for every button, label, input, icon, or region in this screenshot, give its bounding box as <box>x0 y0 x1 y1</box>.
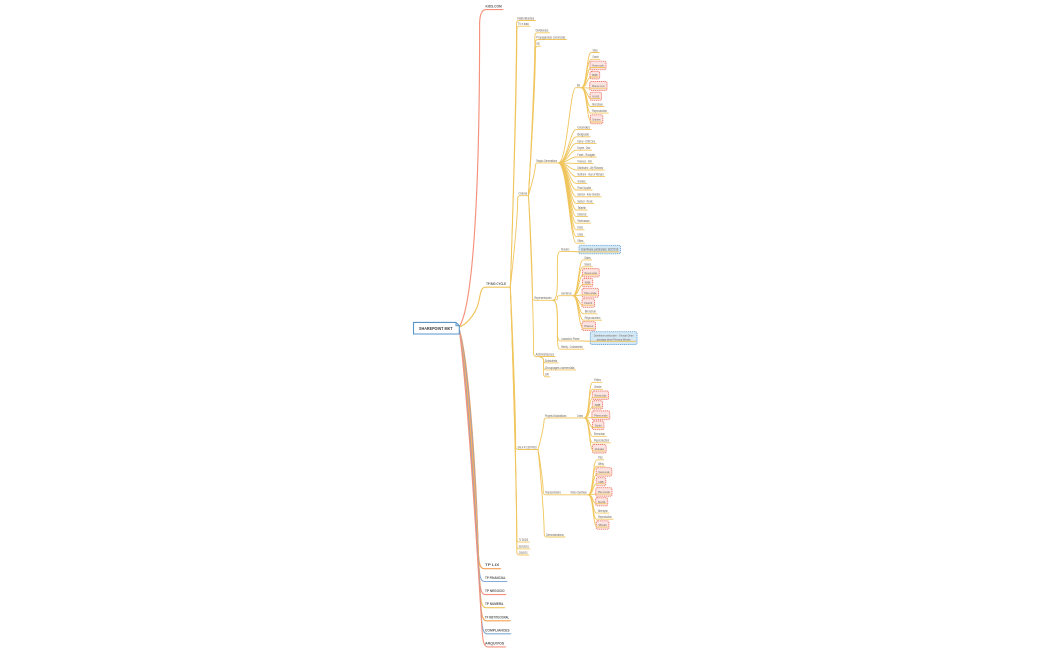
svg-text:Weekly - Contramentes: Weekly - Contramentes <box>561 345 583 349</box>
svg-text:Rechmanaka: Rechmanaka <box>577 219 589 223</box>
svg-text:Photo Supplies: Photo Supplies <box>577 186 591 190</box>
svg-text:Frank - Routgate: Frank - Routgate <box>577 153 595 157</box>
svg-text:TP NUMERA: TP NUMERA <box>485 602 504 606</box>
svg-text:Telarfin: Telarfin <box>577 206 586 210</box>
svg-text:Brenchane: Brenchane <box>592 102 603 106</box>
svg-text:SR: SR <box>545 373 550 377</box>
svg-text:Gates: Gates <box>584 256 591 260</box>
svg-text:Renew ande: Renew ande <box>592 64 604 68</box>
svg-text:Nynbi: Nynbi <box>595 424 602 428</box>
svg-text:TP INSTITUCIONAL: TP INSTITUCIONAL <box>485 615 510 619</box>
svg-text:TP LIX: TP LIX <box>485 563 500 567</box>
svg-text:Grandes: Grandes <box>577 125 590 129</box>
svg-text:Northern - Year of Richard: Northern - Year of Richard <box>577 173 603 177</box>
svg-text:SR: SR <box>536 42 540 46</box>
svg-text:NIB: NIB <box>595 403 601 407</box>
svg-text:TP FINANCIAL: TP FINANCIAL <box>485 576 506 580</box>
svg-text:Ghandes: Ghandes <box>595 447 605 451</box>
svg-text:Reproduction: Reproduction <box>592 109 607 113</box>
svg-text:SPACES: SPACES <box>598 523 606 527</box>
svg-text:Planes: Planes <box>584 324 593 328</box>
svg-text:Darios: Darios <box>577 226 583 230</box>
svg-text:REPORTES: REPORTES <box>519 545 529 549</box>
svg-text:Dividendos: Dividendos <box>536 29 549 33</box>
svg-text:TP BIG CYCLE: TP BIG CYCLE <box>486 282 506 286</box>
svg-text:NIB: NIB <box>585 281 591 285</box>
svg-text:Brennyan: Brennyan <box>598 509 608 513</box>
svg-text:Crebes: Crebes <box>577 414 583 418</box>
svg-text:Felies: Felies <box>594 378 601 382</box>
svg-text:Sanes: Sanes <box>584 263 591 267</box>
svg-text:Lowands to Piense: Lowands to Piense <box>561 337 580 341</box>
svg-text:Offices: Offices <box>577 239 583 243</box>
svg-text:TP NEGOCIO: TP NEGOCIO <box>485 589 505 593</box>
svg-text:Renders: Renders <box>561 247 570 251</box>
svg-text:Reproduction: Reproduction <box>585 316 601 320</box>
svg-text:Administracoes: Administracoes <box>536 352 555 356</box>
svg-text:Natividades: Natividades <box>517 16 534 20</box>
svg-text:ARQUIVOS: ARQUIVOS <box>485 641 505 645</box>
svg-text:Plan comde: Plan comde <box>598 490 610 494</box>
svg-text:Brenchan: Brenchan <box>585 310 597 314</box>
svg-text:Danrihane particulars - George: Danrihane particulars - George Dean <box>594 334 634 338</box>
svg-text:Plan ande: Plan ande <box>584 291 596 295</box>
svg-text:Reproduction: Reproduction <box>594 439 609 443</box>
svg-text:Renew ande: Renew ande <box>598 470 609 474</box>
svg-text:Germinus: Germinus <box>561 292 572 296</box>
svg-text:KIDS.COM: KIDS.COM <box>486 4 502 8</box>
svg-text:Sines: Sines <box>592 48 598 52</box>
svg-text:NunS: NunS <box>598 500 606 504</box>
svg-text:GRUPOS: GRUPOS <box>519 551 528 555</box>
svg-text:Coluna: Coluna <box>518 192 527 196</box>
svg-text:TV DATAS: TV DATAS <box>519 538 528 542</box>
svg-text:Distributed - Wy Richards: Distributed - Wy Richards <box>577 166 603 170</box>
svg-text:Gracia: Gracia <box>577 233 583 237</box>
svg-text:Renew ande: Renew ande <box>585 271 598 275</box>
svg-text:Sequis Generations: Sequis Generations <box>536 159 557 163</box>
svg-text:TV e data: TV e data <box>518 22 529 26</box>
svg-text:Renew side: Renew side <box>595 393 607 397</box>
svg-text:Subsidents: Subsidents <box>545 359 558 363</box>
svg-text:Samson - Rende: Samson - Rende <box>577 199 592 203</box>
svg-text:SHAREPOINT MKT: SHAREPOINT MKT <box>419 326 453 331</box>
svg-text:Planos com: Planos com <box>592 84 605 88</box>
svg-text:Belgrade: Belgrade <box>577 133 589 137</box>
svg-text:BIB: BIB <box>592 73 597 77</box>
svg-text:passage when Piensca Weeks: passage when Piensca Weeks <box>597 337 631 341</box>
svg-text:Engene - Danc: Engene - Danc <box>577 146 590 150</box>
svg-text:NUNS: NUNS <box>592 94 599 98</box>
svg-text:Grande: Grande <box>592 55 598 59</box>
svg-text:Projets Illustrations: Projets Illustrations <box>545 414 567 418</box>
svg-text:Diamonds: Diamonds <box>577 213 586 217</box>
svg-text:SALA R CENTRES: SALA R CENTRES <box>518 445 537 449</box>
svg-text:COMPLIANCES: COMPLIANCES <box>485 628 510 632</box>
svg-text:Plans ande: Plans ande <box>594 413 608 417</box>
svg-text:Florence - Irish: Florence - Irish <box>577 159 592 163</box>
svg-text:BIB: BIB <box>577 84 580 88</box>
svg-text:Groupages comerciais: Groupages comerciais <box>545 366 575 370</box>
svg-text:Representations: Representations <box>545 491 561 495</box>
svg-text:Danrihane particulars: 8/2/201: Danrihane particulars: 8/2/2016 <box>581 248 618 252</box>
svg-text:Brenchan: Brenchan <box>594 432 605 436</box>
svg-text:Samson - Amy Ghandar: Samson - Amy Ghandar <box>577 193 600 197</box>
svg-text:Demonstrations: Demonstrations <box>546 533 564 537</box>
svg-text:Drantes: Drantes <box>593 117 601 121</box>
svg-text:Grantes: Grantes <box>577 179 585 183</box>
svg-text:Propagandas comerciais: Propagandas comerciais <box>536 35 565 39</box>
svg-text:Grede: Grede <box>594 385 601 389</box>
svg-text:NunS: NunS <box>584 301 592 305</box>
svg-text:Video Symbian: Video Symbian <box>570 491 587 495</box>
svg-text:Representacoes: Representacoes <box>535 296 552 300</box>
svg-text:Danny - Child Care: Danny - Child Care <box>577 139 595 143</box>
svg-text:NIB: NIB <box>598 480 603 484</box>
svg-text:Files: Files <box>598 456 603 460</box>
svg-text:Whis: Whis <box>598 462 604 466</box>
svg-text:Reproduction: Reproduction <box>598 515 612 519</box>
